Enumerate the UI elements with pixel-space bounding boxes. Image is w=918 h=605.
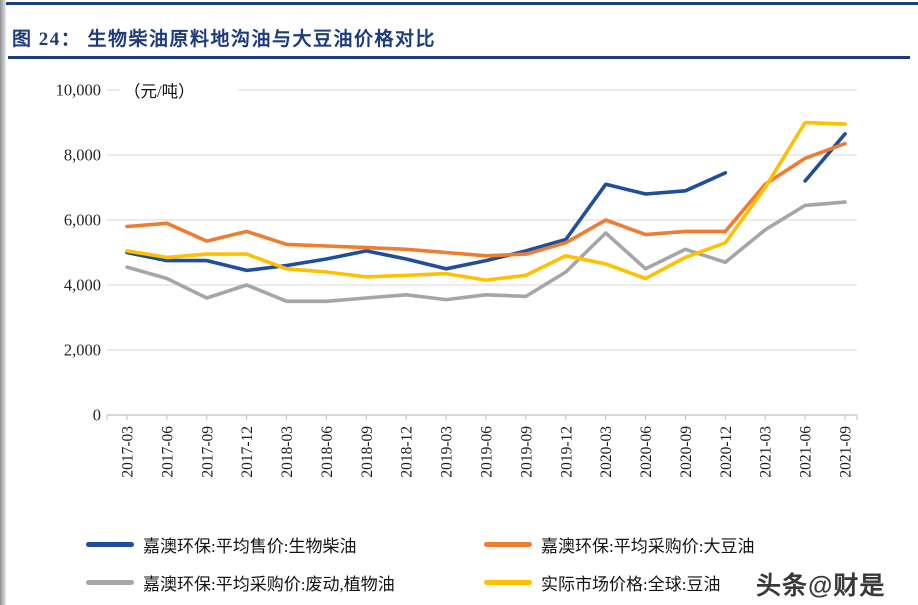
series-line-3 [125,120,847,282]
x-axis-label: 2017-09 [199,426,216,478]
x-axis-label: 2020-06 [638,426,655,478]
legend-swatch [484,579,532,585]
figure-title: 图 24： 生物柴油原料地沟油与大豆油价格对比 [12,29,437,50]
y-axis-label: 10,000 [56,81,101,100]
legend-swatch [86,579,134,585]
legend-label: 实际市场价格:全球:豆油 [541,574,721,594]
y-axis-label: 2,000 [64,341,101,360]
unit-label-backing [120,80,238,100]
x-axis-label: 2018-03 [279,426,296,478]
x-axis-label: 2019-09 [518,426,535,478]
series-line-1 [125,141,847,258]
x-axis-label: 2019-12 [558,426,575,478]
y-axis-label: 8,000 [64,146,101,165]
legend-item: 嘉澳环保:平均采购价:大豆油 [484,530,754,558]
legend-swatch [86,541,134,547]
x-axis-label: 2017-03 [120,426,137,478]
x-axis-label: 2018-12 [399,426,416,478]
x-axis-label: 2020-03 [598,426,615,478]
x-axis-label: 2021-09 [838,426,855,478]
series-line-2 [125,200,847,304]
x-axis-label: 2018-09 [359,426,376,478]
x-axis-label: 2019-06 [479,426,496,478]
legend-item: 嘉澳环保:平均采购价:废动,植物油 [86,568,395,596]
x-axis-label: 2017-06 [159,426,176,478]
legend-item: 嘉澳环保:平均售价:生物柴油 [86,530,356,558]
page-edge-strip [0,0,6,605]
legend-label: 嘉澳环保:平均采购价:废动,植物油 [143,574,395,594]
x-axis-label: 2021-06 [798,426,815,478]
y-axis-label: 0 [93,406,101,425]
legend-label: 嘉澳环保:平均采购价:大豆油 [541,536,755,556]
top-border-rule [6,2,918,5]
title-underline-rule [8,56,910,59]
y-axis-label: 4,000 [64,276,101,295]
legend-item: 实际市场价格:全球:豆油 [484,568,720,596]
series-line-0 [125,132,847,273]
legend-swatch [484,541,532,547]
x-axis-label: 2018-06 [319,426,336,478]
x-axis-label: 2019-03 [439,426,456,478]
x-axis-label: 2020-12 [718,426,735,478]
y-axis-label: 6,000 [64,211,101,230]
x-axis-label: 2020-09 [678,426,695,478]
watermark: 头条@财是 [756,572,886,600]
x-axis-label: 2021-03 [758,426,775,478]
legend-label: 嘉澳环保:平均售价:生物柴油 [143,536,357,556]
x-axis-label: 2017-12 [239,426,256,478]
y-axis-unit-label: （元/吨） [124,82,195,101]
